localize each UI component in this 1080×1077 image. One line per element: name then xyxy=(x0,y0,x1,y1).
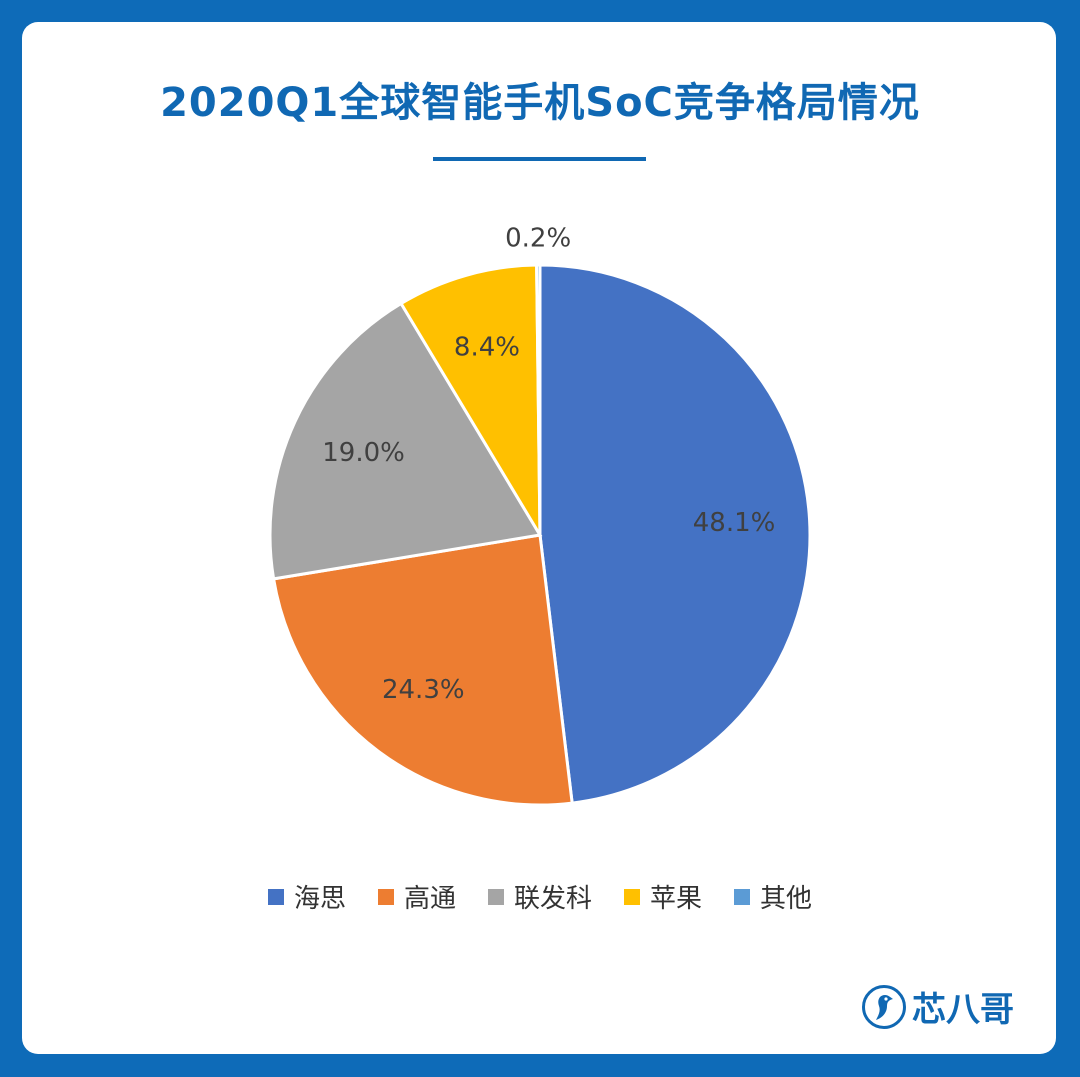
data-label-2: 24.3% xyxy=(382,675,465,705)
pie-slice-3 xyxy=(268,301,543,581)
data-label-1: 48.1% xyxy=(693,508,776,538)
bird-logo-icon xyxy=(862,984,906,1029)
pie-slice-5 xyxy=(535,263,542,536)
legend-swatch xyxy=(267,888,284,905)
legend-swatch xyxy=(377,888,394,905)
legend-label: 联发科 xyxy=(513,884,592,914)
data-label-4: 8.4% xyxy=(454,332,520,362)
legend-label: 苹果 xyxy=(650,884,703,914)
legend-item-1: 海思 xyxy=(267,878,346,915)
legend-swatch xyxy=(487,888,504,905)
legend-item-5: 其他 xyxy=(734,878,812,915)
legend-swatch xyxy=(734,888,751,905)
legend-label: 高通 xyxy=(403,884,456,914)
legend-label: 其他 xyxy=(760,884,813,914)
pie-slice-4 xyxy=(399,263,542,541)
data-label-3: 19.0% xyxy=(322,438,405,468)
title-underline xyxy=(433,157,646,161)
legend-item-2: 高通 xyxy=(377,878,456,915)
legend-swatch xyxy=(624,888,640,905)
chart-title: 2020Q1全球智能手机SoC竞争格局情况 xyxy=(160,80,920,126)
pie-slice-1 xyxy=(538,263,812,805)
legend-item-3: 联发科 xyxy=(487,878,592,915)
chart-legend: 海思 高通 联发科 苹果 其他 xyxy=(0,878,1080,915)
data-label-5: 0.2% xyxy=(505,224,571,254)
legend-item-4: 苹果 xyxy=(624,878,702,915)
brand-name: 芯八哥 xyxy=(912,990,1014,1030)
brand-logo: 芯八哥 xyxy=(862,982,1014,1031)
legend-label: 海思 xyxy=(293,884,346,914)
pie-slice-2 xyxy=(271,533,574,807)
